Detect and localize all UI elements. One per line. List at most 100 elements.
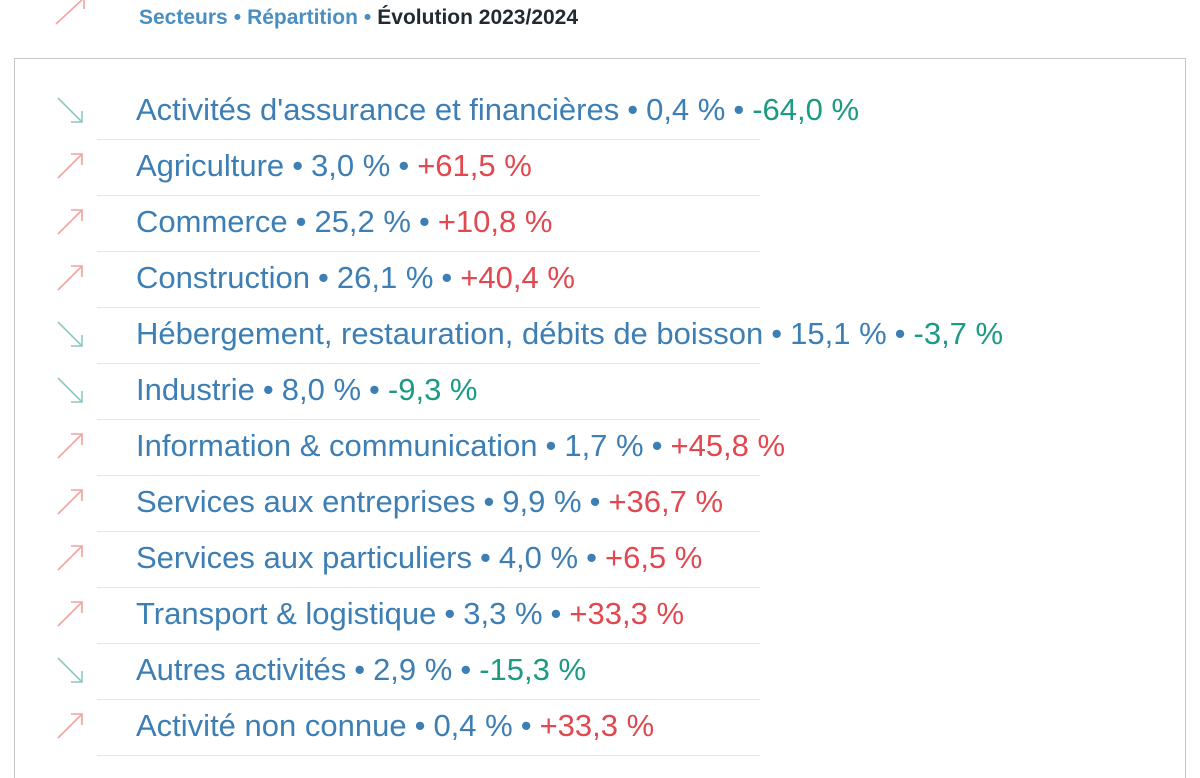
sector-evolution: +36,7 % [608, 484, 724, 519]
separator-dot: • [589, 484, 601, 519]
separator-dot: • [414, 708, 426, 743]
sector-name: Services aux particuliers [136, 540, 472, 575]
separator-dot: • [479, 540, 491, 575]
sector-row: Commerce • 25,2 % • +10,8 % [0, 196, 1200, 252]
trend-up-arrow-icon [57, 265, 83, 291]
sector-row-text: Commerce • 25,2 % • +10,8 % [136, 202, 552, 242]
legend-dot: • [233, 6, 242, 29]
sector-evolution: -15,3 % [479, 652, 587, 687]
legend-evolution: Évolution 2023/2024 [377, 6, 579, 29]
row-divider [97, 363, 760, 364]
separator-dot: • [651, 428, 663, 463]
row-divider [97, 699, 760, 700]
row-divider [97, 755, 760, 756]
sector-row-text: Industrie • 8,0 % • -9,3 % [136, 370, 478, 410]
sector-name: Autres activités [136, 652, 347, 687]
sector-name: Information & communication [136, 428, 538, 463]
sector-row-text: Activité non connue • 0,4 % • +33,3 % [136, 706, 654, 746]
legend-share: Répartition [247, 6, 358, 29]
sector-share: 9,9 % [502, 484, 582, 519]
trend-up-arrow-icon [57, 209, 83, 235]
sector-name: Hébergement, restauration, débits de boi… [136, 316, 764, 351]
sector-evolution: +33,3 % [539, 708, 655, 743]
sector-share: 0,4 % [433, 708, 513, 743]
sector-share: 3,0 % [311, 148, 391, 183]
sector-share: 3,3 % [463, 596, 543, 631]
sector-name: Industrie [136, 372, 255, 407]
separator-dot: • [354, 652, 366, 687]
separator-dot: • [262, 372, 274, 407]
sector-name: Agriculture [136, 148, 285, 183]
row-divider [97, 475, 760, 476]
sector-row: Activités d'assurance et financières • 0,4… [0, 84, 1200, 140]
sector-row-text: Information & communication • 1,7 % • +45,8 … [136, 426, 785, 466]
separator-dot: • [444, 596, 456, 631]
separator-dot: • [771, 316, 783, 351]
sector-row: Transport & logistique • 3,3 % • +33,3 % [0, 588, 1200, 644]
separator-dot: • [733, 92, 745, 127]
trend-down-arrow-icon [57, 657, 83, 683]
row-divider [97, 531, 760, 532]
sector-share: 1,7 % [564, 428, 644, 463]
sector-table-frame [14, 58, 1186, 778]
trend-down-arrow-icon [57, 377, 83, 403]
sector-share: 25,2 % [314, 204, 411, 239]
separator-dot: • [292, 148, 304, 183]
sector-name: Services aux entreprises [136, 484, 476, 519]
sector-evolution: +10,8 % [437, 204, 553, 239]
separator-dot: • [318, 260, 329, 295]
sector-row: Services aux particuliers • 4,0 % • +6,5 % [0, 532, 1200, 588]
sector-row-text: Hébergement, restauration, débits de boi… [136, 314, 1003, 354]
trend-up-arrow-icon [57, 601, 83, 627]
row-divider [97, 419, 760, 420]
sector-evolution: +61,5 % [417, 148, 532, 183]
sector-row: Construction • 26,1 % • +40,4 % [0, 252, 1200, 308]
trend-up-arrow-icon [57, 433, 83, 459]
separator-dot: • [441, 260, 453, 295]
separator-dot: • [550, 596, 562, 631]
sector-row-text: Services aux particuliers • 4,0 % • +6,5 % [136, 538, 702, 578]
separator-dot: • [398, 148, 410, 183]
sector-row-text: Activités d'assurance et financières • 0,4… [136, 90, 859, 130]
sector-evolution: -64,0 % [752, 92, 860, 127]
row-divider [97, 251, 760, 252]
sector-row: Services aux entreprises • 9,9 % • +36,7 % [0, 476, 1200, 532]
sector-name: Activité non connue [136, 708, 407, 743]
sector-row: Autres activités • 2,9 % • -15,3 % [0, 644, 1200, 700]
sector-share: 4,0 % [498, 540, 579, 575]
sector-row-text: Autres activités • 2,9 % • -15,3 % [136, 650, 586, 690]
sector-evolution: +33,3 % [569, 596, 685, 631]
sector-name: Construction [136, 260, 311, 295]
trend-up-arrow-icon [57, 545, 83, 571]
row-divider [97, 195, 760, 196]
separator-dot: • [627, 92, 639, 127]
separator-dot: • [545, 428, 557, 463]
row-divider [97, 139, 760, 140]
trend-up-arrow-icon [57, 489, 83, 515]
sector-row: Agriculture • 3,0 % • +61,5 % [0, 140, 1200, 196]
trend-down-arrow-icon [57, 97, 83, 123]
legend-header: Secteurs • Répartition • Évolution 2023/2024 [0, 0, 1200, 40]
sector-name: Commerce [136, 204, 288, 239]
trend-up-arrow-icon [57, 713, 83, 739]
sector-share: 26,1 % [336, 260, 434, 295]
separator-dot: • [295, 204, 307, 239]
sector-row: Industrie • 8,0 % • -9,3 % [0, 364, 1200, 420]
sector-evolution: -3,7 % [913, 316, 1004, 351]
sector-share: 8,0 % [281, 372, 362, 407]
separator-dot: • [586, 540, 597, 575]
trend-up-arrow-icon [55, 0, 85, 25]
sector-row-text: Construction • 26,1 % • +40,4 % [136, 258, 575, 298]
row-divider [97, 307, 760, 308]
sector-name: Transport & logistique [136, 596, 437, 631]
sector-share: 0,4 % [646, 92, 726, 127]
sector-evolution: +6,5 % [604, 540, 703, 575]
sector-row-text: Services aux entreprises • 9,9 % • +36,7 % [136, 482, 723, 522]
trend-down-arrow-icon [57, 321, 83, 347]
sector-row-text: Transport & logistique • 3,3 % • +33,3 % [136, 594, 684, 634]
sector-name: Activités d'assurance et financières [136, 92, 620, 127]
legend-sectors: Secteurs [139, 6, 228, 29]
sector-share: 2,9 % [373, 652, 453, 687]
separator-dot: • [460, 652, 472, 687]
sector-row-text: Agriculture • 3,0 % • +61,5 % [136, 146, 532, 186]
